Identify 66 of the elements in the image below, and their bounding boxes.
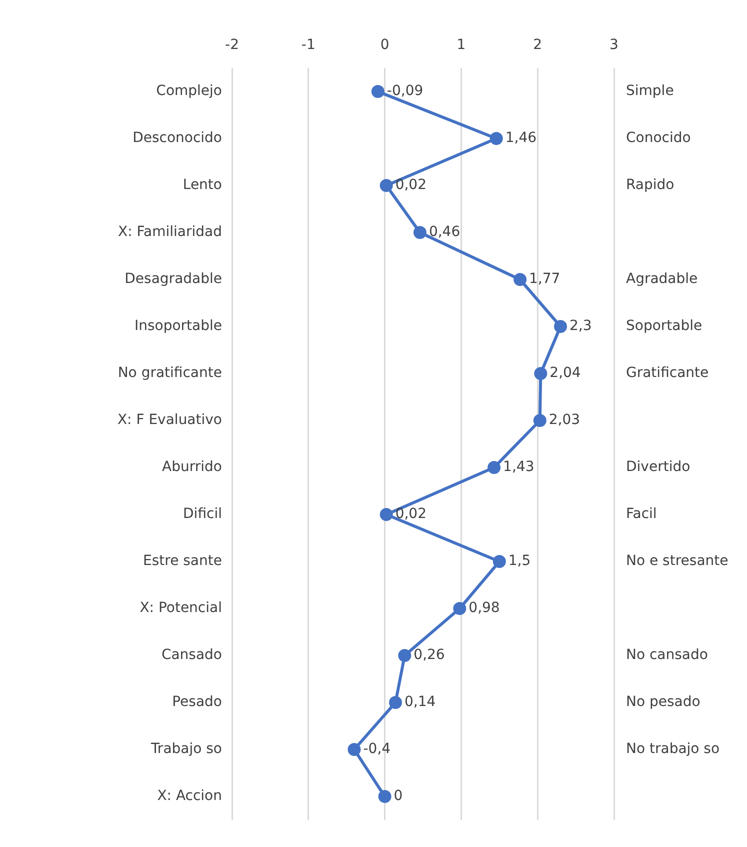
y-tick-label: Aburrido [162,459,222,476]
y2-tick-label: No trabajo so [626,741,720,758]
y-tick-label: Estre sante [143,553,222,570]
y-tick-label: Complejo [156,83,222,100]
point [413,226,426,239]
point [380,179,393,192]
y-tick-label: Dificil [183,506,222,522]
y2-tick-label: Gratificante [626,365,709,382]
y-tick-label: Insoportable [134,318,222,334]
point [380,508,393,521]
y-tick-label: X: Accion [157,788,222,804]
point [534,367,548,380]
data-label: 1,5 [508,553,531,570]
y2-tick-label: Conocido [626,130,691,146]
y-tick-label: Trabajo so [150,741,222,758]
data-label: 2,04 [550,365,581,382]
y2-tick-label: No e stresante [626,553,728,570]
data-label: 1,77 [529,271,560,288]
y2-tick-label: Rapido [626,177,674,194]
y-tick-label: X: Familiaridad [118,224,222,240]
y-tick-label: Pesado [172,694,222,710]
point [490,132,503,145]
x-tick-label: -1 [301,37,316,54]
y-tick-label: Desagradable [124,271,222,288]
data-label: 2,3 [570,318,592,334]
y-tick-label: Lento [182,177,222,194]
y2-tick-label: Facil [626,506,657,522]
x-tick-label: 1 [456,37,466,54]
data-label: -0,09 [386,83,424,100]
data-label: 0,26 [414,647,445,664]
data-label: 0,14 [404,694,436,710]
y-tick-label: X: Potencial [140,600,222,616]
point [378,790,392,803]
point [398,649,412,662]
data-label: 0,46 [428,224,460,240]
data-label: 0 [394,788,403,804]
x-tick-label: 0 [380,37,390,54]
data-label: 2,03 [548,412,580,428]
point [533,414,546,427]
y2-tick-label: No pesado [626,694,700,710]
data-label: 0,98 [468,600,500,616]
point [492,555,506,568]
point [348,743,361,756]
y2-tick-label: Divertido [626,459,690,476]
data-label: 0,02 [395,506,426,522]
point [453,602,466,615]
point [554,320,568,333]
point [514,273,527,286]
point [488,461,501,474]
x-tick-label: 2 [533,37,542,54]
point [371,85,384,98]
y-tick-label: No gratificante [118,365,222,382]
data-label: 1,46 [505,130,537,146]
y2-tick-label: Simple [626,83,674,100]
point [388,696,402,709]
x-tick-label: -2 [225,37,239,54]
y2-tick-label: Agradable [626,271,698,288]
y2-tick-label: Soportable [626,318,702,334]
data-label: 0,02 [395,177,426,194]
x-tick-label: 3 [610,37,618,54]
y-tick-label: X: F Evaluativo [117,412,222,428]
y2-tick-label: No cansado [626,647,708,664]
y-tick-label: Desconocido [132,130,222,146]
data-label: 1,43 [503,459,534,476]
data-label: -0,4 [363,741,391,758]
y-tick-label: Cansado [161,647,222,664]
